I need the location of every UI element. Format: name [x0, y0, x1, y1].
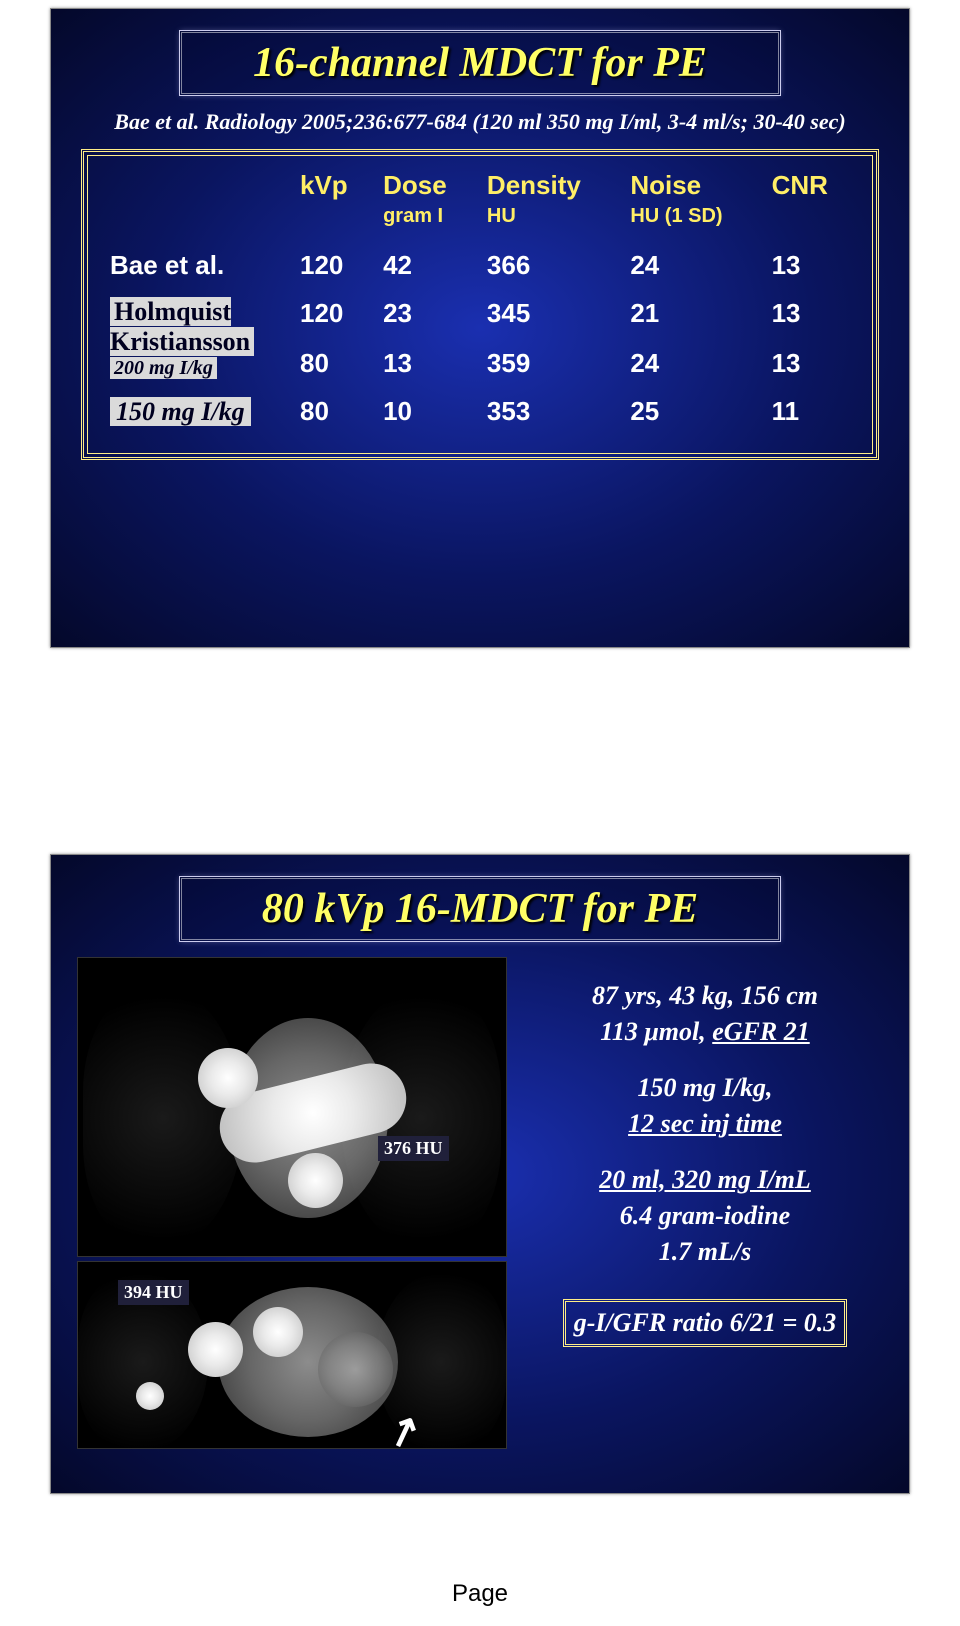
data-table: kVp Dose Density Noise CNR gram I HU HU … [102, 166, 858, 435]
row0-v4: 13 [764, 242, 858, 289]
hu-label-1: 376 HU [378, 1136, 449, 1161]
row1-label-cell: Holmquist Kristiansson 200 mg I/kg [102, 289, 292, 388]
slide1-table-outer: kVp Dose Density Noise CNR gram I HU HU … [81, 149, 879, 460]
row1b-v1: 13 [375, 339, 479, 389]
hu-label-2: 394 HU [118, 1280, 189, 1305]
contrast-line3: 1.7 mL/s [527, 1237, 883, 1267]
row1a-v1: 23 [375, 289, 479, 339]
col-cnr: CNR [764, 166, 858, 205]
col-density: Density [479, 166, 622, 205]
unit-row: gram I HU HU (1 SD) [102, 205, 858, 242]
row1b-v3: 24 [622, 339, 763, 389]
patient-egfr: eGFR 21 [712, 1017, 810, 1046]
unit-dose: gram I [375, 205, 479, 242]
slide-2: 80 kVp 16-MDCT for PE 376 HU 394 HU [50, 854, 910, 1494]
protocol-line1: 150 mg I/kg, [527, 1073, 883, 1103]
col-kvp: kVp [292, 166, 375, 205]
col-noise: Noise [622, 166, 763, 205]
contrast-block: 20 ml, 320 mg I/mL 6.4 gram-iodine 1.7 m… [527, 1165, 883, 1267]
slide1-citation: Bae et al. Radiology 2005;236:677-684 (1… [91, 109, 869, 135]
ratio-text: g-I/GFR ratio 6/21 = 0.3 [574, 1308, 837, 1337]
row0-v3: 24 [622, 242, 763, 289]
slide2-title-box: 80 kVp 16-MDCT for PE [180, 877, 781, 941]
row2-v4: 11 [764, 388, 858, 435]
row1-label: Holmquist Kristiansson [110, 297, 254, 356]
ct-scan-axial-1: 376 HU [77, 957, 507, 1257]
row1-sublabel: 200 mg I/kg [110, 357, 217, 379]
slide1-title: 16-channel MDCT for PE [198, 39, 763, 87]
protocol-line2: 12 sec inj time [527, 1109, 883, 1139]
unit-kvp [292, 205, 375, 242]
row1b-v2: 359 [479, 339, 622, 389]
row1a-v2: 345 [479, 289, 622, 339]
slide2-title: 80 kVp 16-MDCT for PE [198, 885, 763, 933]
unit-cnr [764, 205, 858, 242]
patient-line2: 113 μmol, eGFR 21 [527, 1017, 883, 1047]
slide2-body: 376 HU 394 HU ↗ 87 yrs, 43 kg, 156 cm 11… [51, 947, 909, 1469]
table-row: Bae et al. 120 42 366 24 13 [102, 242, 858, 289]
row2-v2: 353 [479, 388, 622, 435]
protocol-block: 150 mg I/kg, 12 sec inj time [527, 1073, 883, 1139]
ratio-box: g-I/GFR ratio 6/21 = 0.3 [563, 1299, 848, 1347]
row2-label: 150 mg I/kg [110, 397, 251, 426]
unit-density: HU [479, 205, 622, 242]
header-row: kVp Dose Density Noise CNR [102, 166, 858, 205]
row0-v1: 42 [375, 242, 479, 289]
scan-column: 376 HU 394 HU ↗ [77, 957, 507, 1449]
row1a-v4: 13 [764, 289, 858, 339]
table-row: Holmquist Kristiansson 200 mg I/kg 120 2… [102, 289, 858, 339]
row0-label: Bae et al. [102, 242, 292, 289]
col-dose: Dose [375, 166, 479, 205]
patient-line1: 87 yrs, 43 kg, 156 cm [527, 981, 883, 1011]
slide1-title-box: 16-channel MDCT for PE [180, 31, 781, 95]
slide1-table-inner: kVp Dose Density Noise CNR gram I HU HU … [87, 155, 873, 454]
row0-v2: 366 [479, 242, 622, 289]
patient-umol: 113 μmol, [600, 1017, 712, 1046]
row1b-v0: 80 [292, 339, 375, 389]
row1a-v0: 120 [292, 289, 375, 339]
slide-1: 16-channel MDCT for PE Bae et al. Radiol… [50, 8, 910, 648]
row2-v0: 80 [292, 388, 375, 435]
row0-v0: 120 [292, 242, 375, 289]
ct-scan-axial-2: 394 HU [77, 1261, 507, 1449]
row1b-v4: 13 [764, 339, 858, 389]
info-column: 87 yrs, 43 kg, 156 cm 113 μmol, eGFR 21 … [527, 957, 883, 1449]
row1a-v3: 21 [622, 289, 763, 339]
page-label: Page [0, 1580, 960, 1608]
row2-v1: 10 [375, 388, 479, 435]
row2-v3: 25 [622, 388, 763, 435]
contrast-line1: 20 ml, 320 mg I/mL [599, 1165, 811, 1194]
unit-noise: HU (1 SD) [622, 205, 763, 242]
contrast-line2: 6.4 gram-iodine [527, 1201, 883, 1231]
row2-label-cell: 150 mg I/kg [102, 388, 292, 435]
table-row: 150 mg I/kg 80 10 353 25 11 [102, 388, 858, 435]
